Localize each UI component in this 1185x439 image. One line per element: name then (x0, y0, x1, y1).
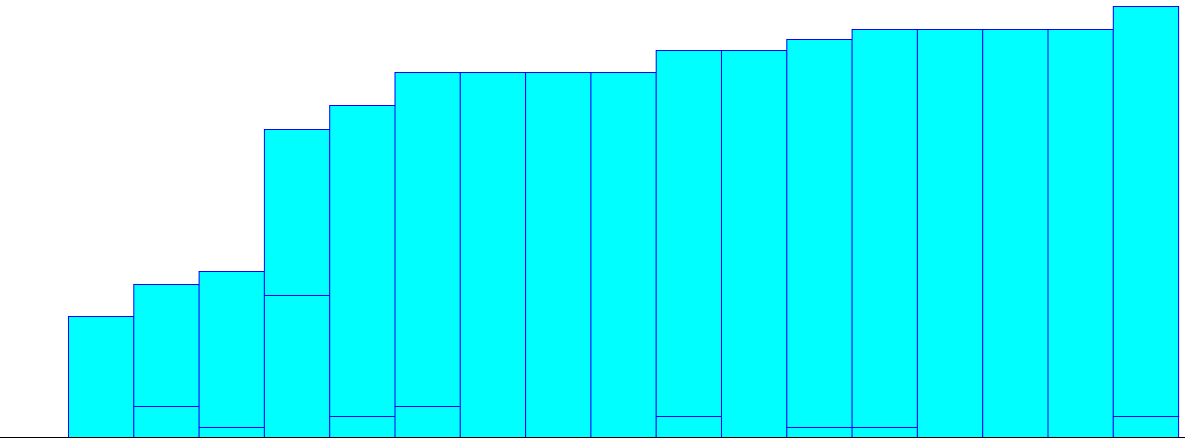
bar-segment-17-series-2 (1112, 6, 1180, 417)
bar-segment-4-series-2 (263, 129, 331, 296)
bar-segment-4-series-1 (263, 295, 331, 438)
bar-segment-15-series-2 (982, 29, 1049, 438)
bar-segment-14-series-2 (916, 29, 984, 438)
bar-segment-1-series-2 (68, 316, 135, 438)
bar-segment-2-series-1 (133, 406, 200, 438)
bar-segment-17-series-1 (1112, 416, 1180, 438)
bar-segment-6-series-1 (394, 406, 461, 438)
bar-segment-6-series-2 (394, 72, 461, 407)
bar-segment-8-series-2 (525, 72, 592, 438)
bar-segment-13-series-1 (851, 427, 918, 438)
bar-segment-3-series-1 (198, 427, 265, 438)
bar-segment-5-series-2 (329, 105, 396, 417)
bar-segment-10-series-2 (655, 50, 723, 417)
bars-group (68, 6, 1180, 438)
bar-segment-10-series-1 (655, 416, 723, 438)
bar-segment-16-series-2 (1047, 29, 1114, 438)
bar-segment-12-series-1 (786, 427, 853, 438)
bar-segment-13-series-2 (851, 29, 918, 428)
bar-segment-2-series-2 (133, 284, 200, 407)
bar-segment-5-series-1 (329, 416, 396, 438)
bar-segment-9-series-2 (590, 72, 657, 438)
bar-segment-12-series-2 (786, 39, 853, 428)
bar-segment-7-series-2 (459, 72, 527, 438)
bar-segment-11-series-2 (721, 50, 788, 438)
bar-segment-3-series-2 (198, 271, 265, 428)
